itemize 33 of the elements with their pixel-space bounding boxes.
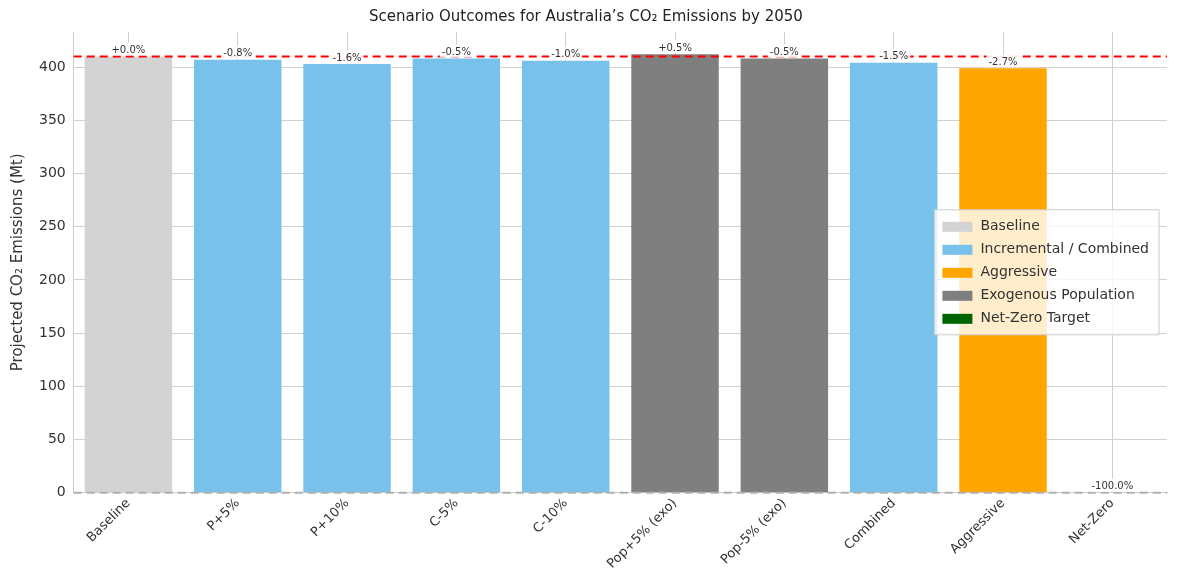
bar	[412, 58, 501, 493]
legend-label: Incremental / Combined	[980, 240, 1150, 257]
text: +0.0%	[111, 44, 146, 56]
legend-label: Aggressive	[980, 263, 1058, 280]
text: -0.5%	[769, 46, 799, 58]
text: -0.5%	[441, 46, 471, 58]
legend-label: Exogenous Population	[980, 286, 1135, 303]
y-tick-label: 150	[38, 323, 66, 340]
bar	[303, 63, 391, 493]
bar	[631, 54, 719, 493]
text: +0.5%	[658, 41, 692, 53]
chart-title: Scenario Outcomes for Australia’s CO₂ Emissions by 2050	[369, 6, 803, 25]
y-tick-label: 0	[56, 483, 66, 500]
text: -0.8%	[223, 47, 253, 59]
y-tick-label: 200	[38, 270, 66, 287]
legend-label: Net-Zero Target	[980, 309, 1091, 326]
y-tick-label: 300	[38, 164, 66, 181]
text: -1.0%	[551, 48, 581, 60]
y-tick-label: 100	[38, 376, 66, 393]
y-tick-label: 350	[38, 110, 66, 127]
bar	[521, 60, 610, 493]
bar	[740, 58, 829, 493]
y-tick-label: 250	[38, 217, 66, 234]
text: -1.5%	[879, 50, 909, 62]
y-axis-title: Projected CO₂ Emissions (Mt)	[7, 153, 26, 372]
y-tick-label: 400	[38, 57, 66, 74]
text: -2.7%	[988, 55, 1018, 67]
y-tick-label: 50	[47, 430, 66, 447]
text: -100.0%	[1091, 480, 1134, 492]
legend-label: Baseline	[980, 217, 1040, 234]
bar	[193, 59, 282, 493]
bar	[849, 62, 938, 493]
text: -1.6%	[332, 51, 362, 63]
